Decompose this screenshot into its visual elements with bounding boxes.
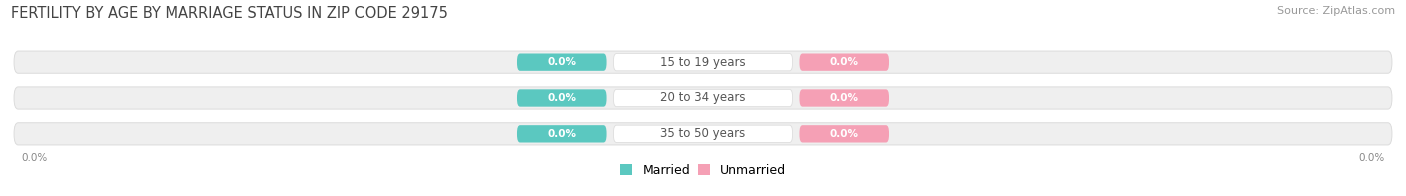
- FancyBboxPatch shape: [800, 125, 889, 142]
- FancyBboxPatch shape: [517, 89, 606, 107]
- FancyBboxPatch shape: [517, 54, 606, 71]
- FancyBboxPatch shape: [14, 51, 1392, 73]
- FancyBboxPatch shape: [613, 125, 793, 142]
- FancyBboxPatch shape: [14, 123, 1392, 145]
- FancyBboxPatch shape: [613, 89, 793, 107]
- FancyBboxPatch shape: [613, 54, 793, 71]
- FancyBboxPatch shape: [517, 125, 606, 142]
- Text: FERTILITY BY AGE BY MARRIAGE STATUS IN ZIP CODE 29175: FERTILITY BY AGE BY MARRIAGE STATUS IN Z…: [11, 6, 449, 21]
- Legend: Married, Unmarried: Married, Unmarried: [620, 164, 786, 177]
- FancyBboxPatch shape: [800, 89, 889, 107]
- Text: 0.0%: 0.0%: [547, 57, 576, 67]
- Text: 0.0%: 0.0%: [547, 93, 576, 103]
- Text: 0.0%: 0.0%: [547, 129, 576, 139]
- Text: 35 to 50 years: 35 to 50 years: [661, 127, 745, 140]
- Text: 0.0%: 0.0%: [830, 57, 859, 67]
- Text: 15 to 19 years: 15 to 19 years: [661, 56, 745, 69]
- FancyBboxPatch shape: [800, 54, 889, 71]
- Text: 0.0%: 0.0%: [21, 153, 48, 163]
- Text: 20 to 34 years: 20 to 34 years: [661, 92, 745, 104]
- FancyBboxPatch shape: [14, 87, 1392, 109]
- Text: Source: ZipAtlas.com: Source: ZipAtlas.com: [1277, 6, 1395, 16]
- Text: 0.0%: 0.0%: [830, 129, 859, 139]
- Text: 0.0%: 0.0%: [1358, 153, 1385, 163]
- Text: 0.0%: 0.0%: [830, 93, 859, 103]
